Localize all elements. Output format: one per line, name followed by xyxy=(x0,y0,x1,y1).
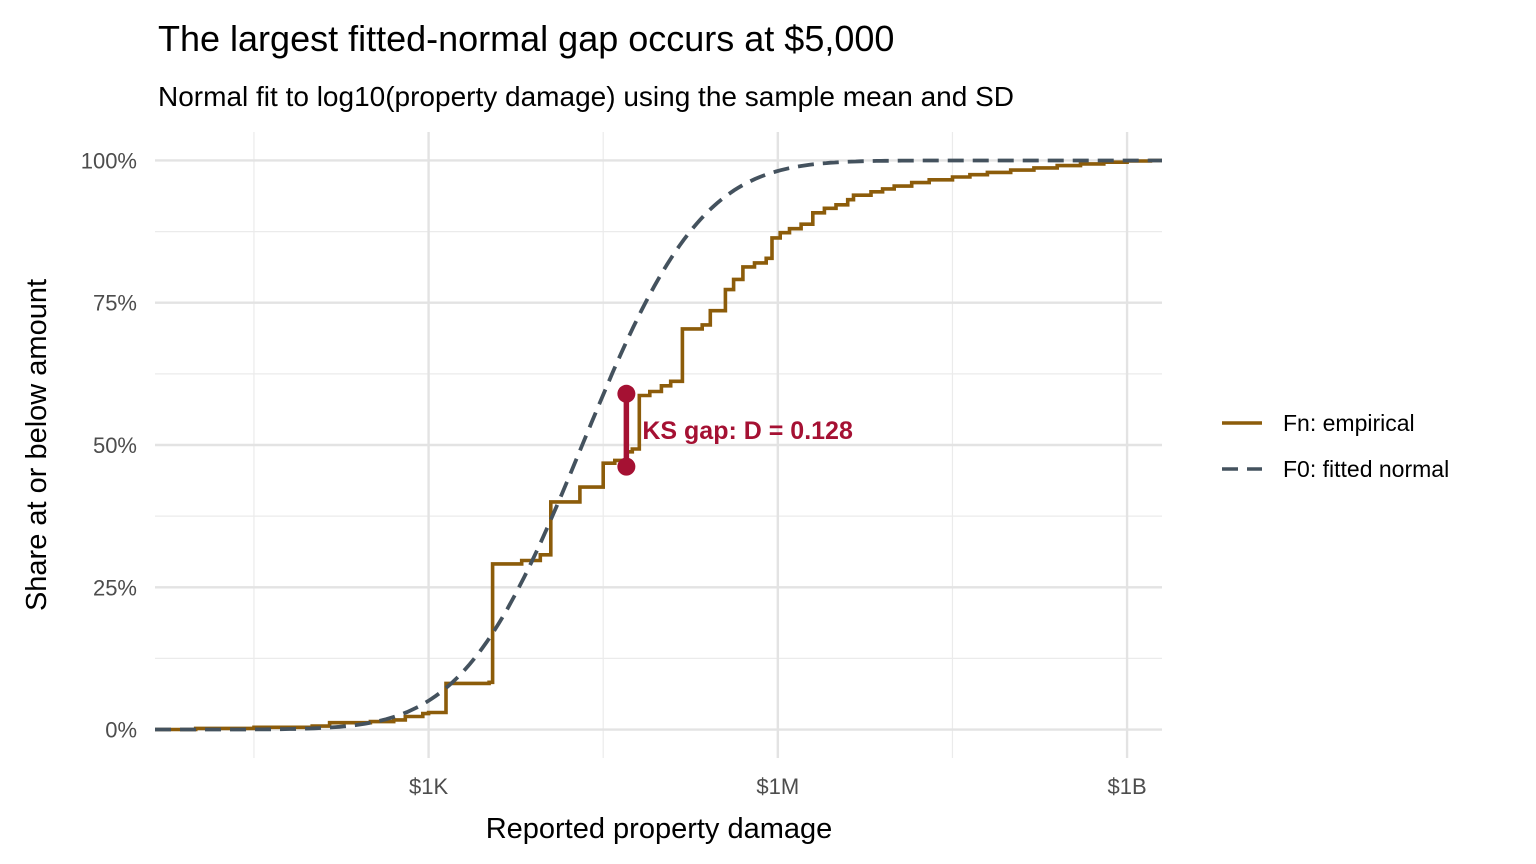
x-tick-label: $1K xyxy=(409,774,448,799)
legend-label: F0: fitted normal xyxy=(1283,456,1449,482)
x-axis-title: Reported property damage xyxy=(486,813,833,845)
y-tick-label: 100% xyxy=(81,148,137,173)
grid xyxy=(155,132,1162,758)
chart-subtitle: Normal fit to log10(property damage) usi… xyxy=(158,81,1014,112)
legend: Fn: empirical F0: fitted normal xyxy=(1222,410,1449,482)
ks-gap-upper-point xyxy=(617,384,636,403)
y-tick-label: 50% xyxy=(93,433,137,458)
ks-gap-label: KS gap: D = 0.128 xyxy=(642,417,853,445)
legend-label: Fn: empirical xyxy=(1283,410,1415,436)
series-layer xyxy=(155,158,1162,732)
axis-ticks: 0% 25% 50% 75% 100% $1K $1M $1B xyxy=(81,148,1147,799)
y-tick-label: 25% xyxy=(93,575,137,600)
series-line-fitted-normal xyxy=(155,158,1162,732)
x-tick-label: $1B xyxy=(1107,774,1146,799)
y-tick-label: 0% xyxy=(105,718,137,743)
series-line-empirical xyxy=(155,158,1162,732)
ks-gap-lower-point xyxy=(617,457,636,476)
chart-title: The largest fitted-normal gap occurs at … xyxy=(158,18,894,59)
y-tick-label: 75% xyxy=(93,291,137,316)
ks-annotation: KS gap: D = 0.128 xyxy=(617,384,853,476)
y-axis-title: Share at or below amount xyxy=(21,279,53,611)
x-tick-label: $1M xyxy=(756,774,799,799)
